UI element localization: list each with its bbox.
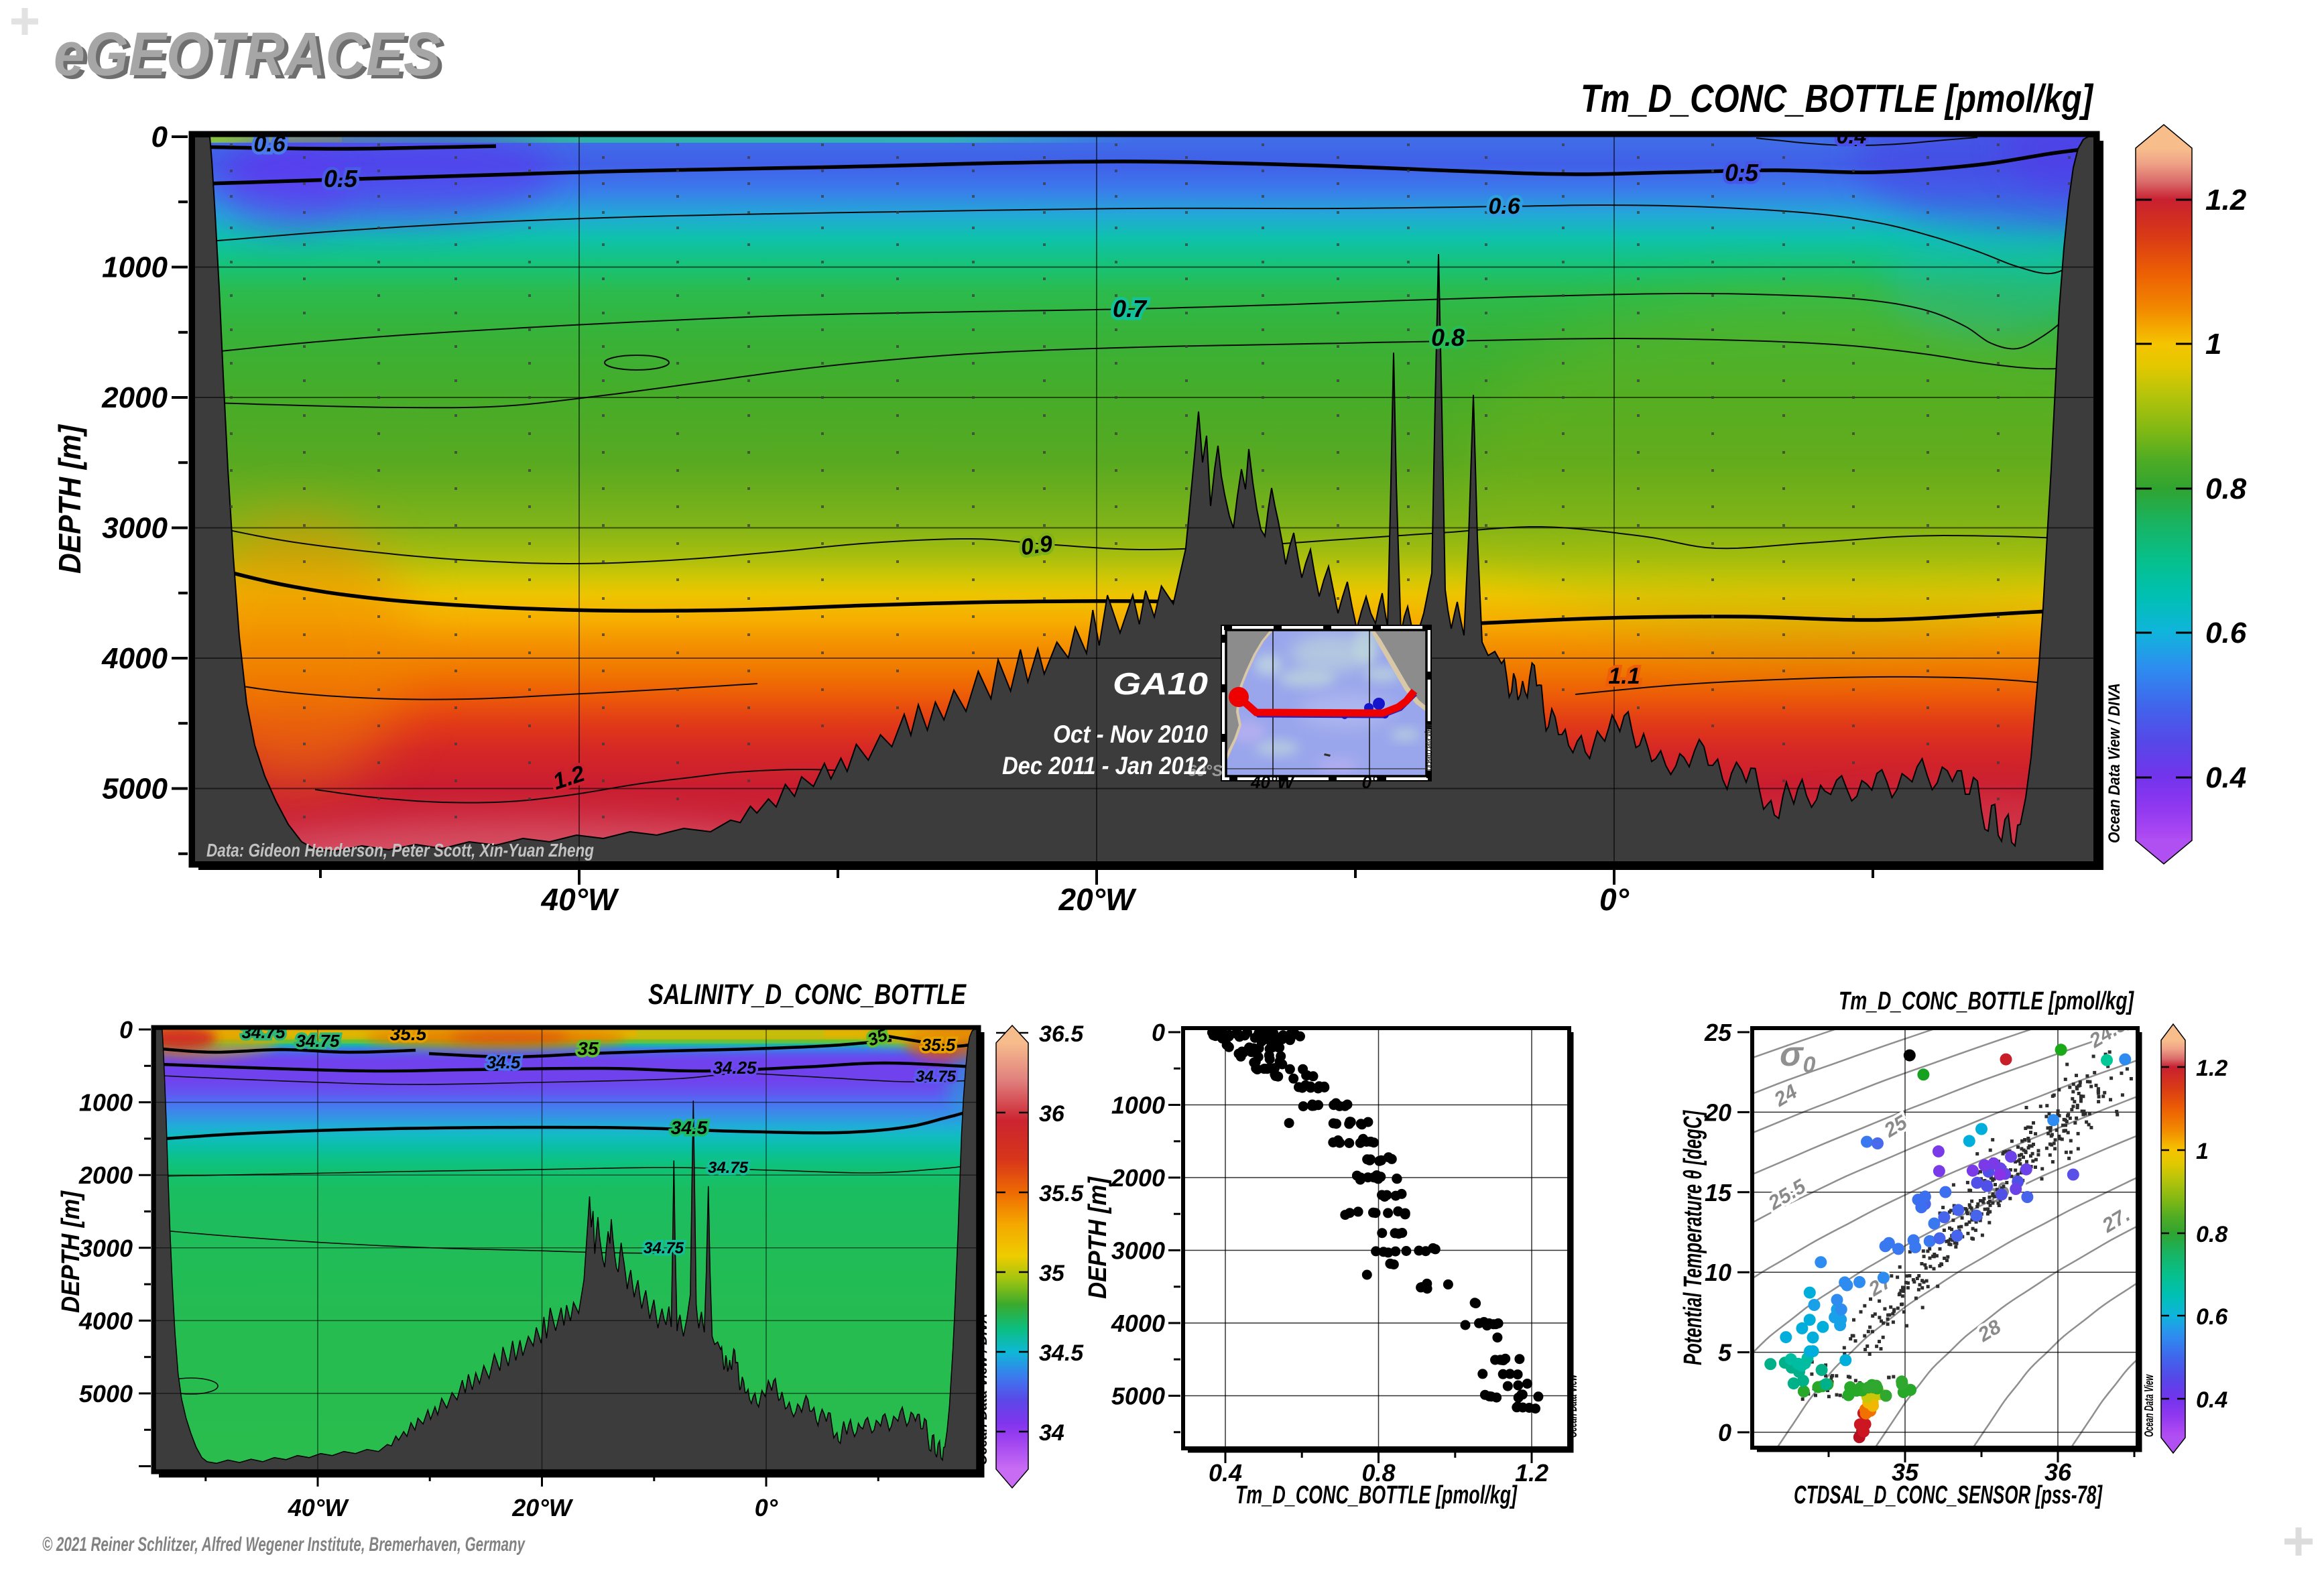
svg-text:0.5: 0.5 [324, 165, 358, 192]
svg-text:5000: 5000 [79, 1380, 133, 1407]
svg-text:Tm_D_CONC_BOTTLE [pmol/kg]: Tm_D_CONC_BOTTLE [pmol/kg] [1235, 1481, 1518, 1509]
svg-text:Data: Gideon Henderson, Peter: Data: Gideon Henderson, Peter Scott, Xin… [206, 840, 594, 861]
svg-text:40°W: 40°W [288, 1494, 349, 1521]
svg-text:36.5: 36.5 [1039, 1021, 1084, 1047]
svg-text:34.5: 34.5 [487, 1052, 521, 1072]
svg-text:5000: 5000 [102, 773, 168, 806]
svg-text:20°W: 20°W [1058, 882, 1138, 917]
svg-text:5000: 5000 [1111, 1383, 1165, 1410]
svg-text:3000: 3000 [102, 512, 168, 545]
svg-text:20°W: 20°W [511, 1494, 573, 1521]
svg-text:DEPTH [m]: DEPTH [m] [57, 1190, 85, 1313]
svg-text:1: 1 [2205, 328, 2221, 361]
svg-text:CTDSAL_D_CONC_SENSOR [pss-78]: CTDSAL_D_CONC_SENSOR [pss-78] [1794, 1481, 2103, 1509]
svg-text:34.75: 34.75 [296, 1031, 340, 1051]
svg-text:0: 0 [1152, 1019, 1165, 1046]
svg-text:1000: 1000 [102, 251, 168, 284]
svg-text:DEPTH [m]: DEPTH [m] [52, 424, 87, 574]
svg-text:0.6: 0.6 [253, 131, 286, 157]
svg-text:2000: 2000 [101, 381, 168, 414]
svg-text:0.4: 0.4 [1209, 1459, 1242, 1487]
svg-text:Tm_D_CONC_BOTTLE [pmol/kg]: Tm_D_CONC_BOTTLE [pmol/kg] [1581, 77, 2093, 121]
svg-text:Ocean Data View / DIVA: Ocean Data View / DIVA [2105, 683, 2124, 843]
svg-text:35.5: 35.5 [922, 1035, 956, 1055]
svg-text:0.6: 0.6 [1488, 194, 1520, 219]
svg-text:34.75: 34.75 [916, 1068, 957, 1086]
svg-text:1.2: 1.2 [2196, 1056, 2227, 1081]
svg-text:eGEOTRACES: eGEOTRACES [54, 20, 441, 88]
svg-text:0.4: 0.4 [1837, 124, 1867, 148]
svg-text:eGEOTRACES: eGEOTRACES [58, 23, 445, 92]
svg-text:4000: 4000 [78, 1307, 133, 1334]
svg-text:2000: 2000 [1111, 1164, 1165, 1192]
svg-text:34: 34 [1039, 1420, 1064, 1446]
svg-text:40°W: 40°W [1250, 772, 1295, 792]
svg-text:35: 35 [1892, 1458, 1919, 1486]
svg-text:Ocean Data View: Ocean Data View [1423, 723, 1434, 771]
svg-text:1.1: 1.1 [1608, 664, 1640, 689]
svg-text:Dec 2011 - Jan 2012: Dec 2011 - Jan 2012 [1002, 752, 1208, 779]
svg-text:0.8: 0.8 [1361, 1459, 1395, 1487]
svg-text:0.4: 0.4 [2205, 761, 2246, 794]
svg-text:0: 0 [151, 121, 168, 153]
svg-text:36: 36 [2044, 1458, 2072, 1486]
svg-text:40°W: 40°W [541, 882, 620, 917]
svg-text:Oct - Nov 2010: Oct - Nov 2010 [1053, 720, 1208, 748]
svg-text:34.5: 34.5 [1039, 1340, 1084, 1366]
svg-text:1.2: 1.2 [1515, 1459, 1548, 1487]
svg-text:34.75: 34.75 [708, 1159, 749, 1177]
svg-text:35: 35 [577, 1038, 599, 1059]
svg-text:0.6: 0.6 [2205, 617, 2247, 649]
svg-text:35: 35 [1039, 1261, 1065, 1286]
svg-text:0°: 0° [1599, 882, 1630, 917]
svg-text:3000: 3000 [79, 1235, 133, 1262]
svg-text:Tm_D_CONC_BOTTLE [pmol/kg]: Tm_D_CONC_BOTTLE [pmol/kg] [1839, 987, 2134, 1015]
svg-text:Ocean Data View / DIVA: Ocean Data View / DIVA [975, 1314, 990, 1465]
svg-text:4000: 4000 [1111, 1310, 1165, 1337]
svg-text:1000: 1000 [1111, 1092, 1165, 1119]
svg-text:34.25: 34.25 [713, 1058, 757, 1078]
svg-text:SALINITY_D_CONC_BOTTLE: SALINITY_D_CONC_BOTTLE [648, 979, 967, 1011]
svg-text:0°: 0° [1362, 772, 1379, 792]
svg-text:0°: 0° [755, 1494, 778, 1521]
svg-text:1.2: 1.2 [2205, 184, 2247, 216]
svg-text:60°S: 60°S [1188, 762, 1223, 780]
svg-text:2000: 2000 [78, 1162, 133, 1189]
svg-text:1000: 1000 [79, 1089, 133, 1117]
svg-text:Ocean Data View: Ocean Data View [1566, 1374, 1580, 1438]
svg-text:34.75: 34.75 [644, 1239, 684, 1257]
svg-text:0.5: 0.5 [1725, 159, 1759, 186]
svg-text:0.9: 0.9 [1019, 531, 1054, 560]
svg-text:0.7: 0.7 [1113, 295, 1148, 322]
svg-text:10: 10 [1705, 1259, 1731, 1286]
svg-text:0.8: 0.8 [2205, 473, 2247, 505]
svg-text:0.8: 0.8 [1431, 324, 1465, 351]
svg-text:0: 0 [1718, 1419, 1731, 1446]
svg-text:4000: 4000 [101, 642, 168, 675]
svg-text:35.5: 35.5 [1039, 1181, 1084, 1206]
svg-text:36: 36 [1039, 1101, 1065, 1127]
svg-text:34.75: 34.75 [241, 1022, 286, 1042]
svg-text:0.8: 0.8 [2196, 1222, 2227, 1247]
svg-text:34.5: 34.5 [671, 1117, 708, 1138]
svg-text:DEPTH [m]: DEPTH [m] [1084, 1176, 1112, 1299]
svg-text:35.5: 35.5 [390, 1023, 427, 1044]
svg-text:Potential Temperature θ [degC]: Potential Temperature θ [degC] [1679, 1110, 1707, 1365]
svg-text:© 2021 Reiner Schlitzer, Alfre: © 2021 Reiner Schlitzer, Alfred Wegener … [42, 1533, 526, 1556]
svg-text:Ocean Data View: Ocean Data View [2142, 1374, 2156, 1437]
svg-text:0: 0 [119, 1016, 133, 1044]
svg-text:20: 20 [1704, 1099, 1731, 1126]
svg-text:5: 5 [1718, 1339, 1732, 1367]
svg-text:0.6: 0.6 [2196, 1304, 2228, 1330]
svg-text:0.4: 0.4 [2196, 1387, 2227, 1413]
svg-text:GA10: GA10 [1113, 666, 1208, 701]
svg-text:1: 1 [2196, 1139, 2209, 1164]
svg-text:15: 15 [1705, 1179, 1732, 1206]
svg-text:25: 25 [1704, 1019, 1732, 1046]
svg-text:3000: 3000 [1111, 1237, 1165, 1265]
